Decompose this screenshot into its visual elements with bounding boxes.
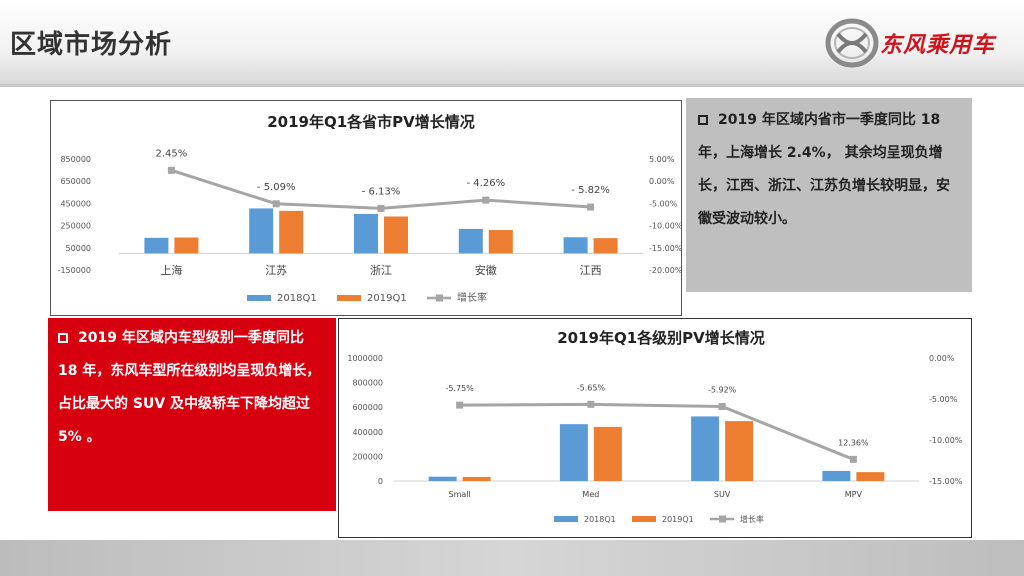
y2-tick-label: 5.00% (649, 155, 675, 164)
bar-2018Q1 (354, 213, 378, 254)
y-tick-label: 650000 (60, 177, 91, 186)
y-tick-label: -150000 (58, 266, 91, 275)
bar-2019Q1 (856, 472, 885, 481)
y2-tick-label: -10.00% (929, 436, 963, 445)
legend-marker (719, 515, 726, 523)
y2-tick-label: -5.00% (649, 199, 678, 208)
province-summary-text: 2019 年区域内省市一季度同比 18 年，上海增长 2.4%， 其余均呈现负增… (698, 112, 950, 227)
growth-rate-label: -5.65% (577, 383, 606, 392)
bar-2018Q1 (249, 208, 274, 254)
x-tick-label: 江西 (580, 264, 602, 277)
x-tick-label: 江苏 (265, 264, 287, 277)
checkbox-bullet-icon (58, 333, 68, 343)
legend-swatch (247, 295, 271, 301)
legend-label: 2019Q1 (367, 293, 407, 304)
bar-2019Q1 (593, 426, 622, 481)
growth-rate-point (456, 401, 464, 409)
growth-rate-point (849, 455, 857, 463)
growth-rate-label: -5.75% (445, 384, 474, 393)
y-tick-label: 600000 (352, 403, 383, 412)
legend-label: 2019Q1 (662, 515, 694, 524)
growth-rate-point (167, 166, 175, 174)
legend-label: 2018Q1 (277, 293, 317, 304)
header-divider (0, 84, 1024, 87)
x-tick-label: 安徽 (475, 263, 497, 277)
segment-summary-note: 2019 年区域内车型级别一季度同比 18 年，东风车型所在级别均呈现负增长，占… (48, 318, 336, 511)
legend-label: 增长率 (740, 514, 764, 524)
legend-label: 增长率 (457, 291, 487, 304)
y2-tick-label: 0.00% (649, 177, 675, 186)
y-tick-label: 250000 (60, 222, 91, 231)
legend-swatch (337, 295, 361, 301)
bar-2018Q1 (822, 470, 851, 481)
y-tick-label: 800000 (352, 379, 383, 388)
bar-2019Q1 (593, 238, 618, 254)
legend-marker (436, 294, 443, 302)
y2-tick-label: -10.00% (649, 222, 681, 231)
chart-title: 2019年Q1各省市PV增长情况 (267, 113, 475, 131)
segment-chart-svg: 2019年Q1各级别PV增长情况 1000000 800000 600000 40000… (347, 329, 963, 524)
growth-rate-label: -5.92% (708, 386, 737, 395)
checkbox-bullet-icon (698, 115, 708, 125)
growth-rate-point (377, 204, 385, 212)
bar-2019Q1 (384, 216, 408, 254)
segment-growth-chart: 2019年Q1各级别PV增长情况 1000000 800000 600000 40000… (338, 318, 972, 538)
y-tick-label: 200000 (352, 452, 383, 461)
brand-name: 东风乘用车 (880, 33, 996, 58)
growth-rate-label: - 5.82% (571, 185, 610, 196)
bar-2019Q1 (279, 210, 304, 254)
bar-2019Q1 (725, 421, 754, 481)
bar-2019Q1 (174, 237, 199, 254)
growth-rate-point (587, 400, 595, 408)
y-tick-label: 0 (378, 477, 383, 486)
x-tick-label: SUV (714, 490, 731, 499)
bar-2018Q1 (144, 237, 169, 254)
legend-swatch (554, 516, 578, 522)
bar-2018Q1 (559, 424, 588, 481)
growth-rate-point (482, 196, 490, 204)
growth-rate-label: 2.45% (156, 148, 188, 159)
footer-bar (0, 540, 1024, 576)
x-tick-label: MPV (845, 490, 863, 499)
bar-2018Q1 (428, 476, 457, 481)
bar-2018Q1 (563, 237, 588, 254)
x-tick-label: Small (449, 490, 471, 499)
dongfeng-logo-icon (825, 18, 879, 68)
y-tick-label: 850000 (60, 155, 91, 164)
chart-title: 2019年Q1各级别PV增长情况 (557, 329, 765, 347)
page-title: 区域市场分析 (10, 30, 173, 60)
y2-tick-label: 0.00% (929, 354, 955, 363)
y2-tick-label: -20.00% (649, 266, 681, 275)
bar-2018Q1 (691, 416, 720, 481)
segment-summary-text: 2019 年区域内车型级别一季度同比 18 年，东风车型所在级别均呈现负增长，占… (58, 330, 321, 445)
y-tick-label: 1000000 (347, 354, 383, 363)
growth-rate-point (587, 203, 595, 211)
bar-2019Q1 (488, 230, 513, 254)
growth-rate-line (459, 402, 854, 461)
growth-rate-label: 12.36% (838, 438, 869, 447)
province-chart-svg: 2019年Q1各省市PV增长情况 850000 650000 450000 250000… (58, 113, 681, 304)
growth-rate-point (272, 200, 280, 208)
bar-2019Q1 (462, 476, 491, 481)
y2-tick-label: -5.00% (929, 395, 958, 404)
province-growth-chart: 2019年Q1各省市PV增长情况 850000 650000 450000 250000… (50, 100, 682, 316)
growth-rate-label: - 5.09% (257, 182, 296, 193)
growth-rate-label: - 6.13% (362, 186, 401, 197)
growth-rate-label: - 4.26% (467, 178, 506, 189)
growth-rate-point (718, 403, 726, 411)
legend-label: 2018Q1 (584, 515, 616, 524)
y-tick-label: 400000 (352, 428, 383, 437)
x-tick-label: 浙江 (370, 264, 392, 277)
legend-swatch (632, 516, 656, 522)
bar-2018Q1 (458, 228, 483, 254)
y2-tick-label: -15.00% (929, 477, 963, 486)
y-tick-label: 450000 (60, 199, 91, 208)
y-tick-label: 50000 (66, 244, 91, 253)
y2-tick-label: -15.00% (649, 244, 681, 253)
province-summary-note: 2019 年区域内省市一季度同比 18 年，上海增长 2.4%， 其余均呈现负增… (686, 98, 972, 292)
x-tick-label: 上海 (160, 263, 182, 277)
x-tick-label: Med (582, 490, 599, 499)
